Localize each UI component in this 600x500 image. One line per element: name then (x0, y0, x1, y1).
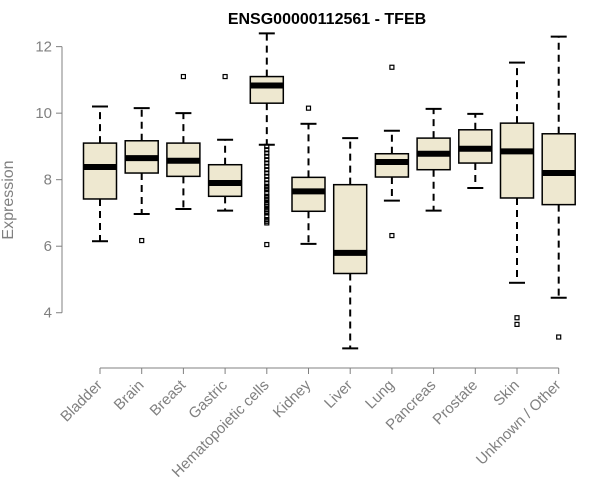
box-kidney (291, 105, 326, 245)
outlier-point (264, 183, 270, 189)
outlier-point (264, 167, 270, 173)
y-tick-label: 12 (35, 39, 52, 56)
box-gastric (207, 73, 243, 212)
outlier-point (264, 163, 270, 169)
iqr-box (541, 133, 576, 206)
box-liver (332, 137, 368, 350)
x-category-label: Prostate (430, 377, 482, 429)
outlier-point (264, 143, 270, 150)
outlier-point (264, 241, 270, 248)
y-tick-label: 6 (44, 238, 52, 255)
outlier-point (264, 180, 270, 186)
outlier-point (264, 213, 270, 219)
outlier-point (264, 200, 270, 206)
y-tick-label: 10 (35, 105, 52, 122)
y-axis: 4 6 8 10 12 (35, 39, 63, 322)
outlier-point (264, 170, 270, 176)
box-brain (124, 107, 159, 244)
outlier-point (139, 237, 145, 244)
chart-title: ENSG00000112561 - TFEB (228, 11, 426, 28)
outlier-point (389, 64, 395, 70)
iqr-box (249, 75, 285, 104)
iqr-box (332, 183, 368, 275)
y-tick-label: 8 (44, 172, 52, 189)
outlier-point (556, 334, 562, 340)
outlier-point (305, 105, 312, 111)
box-lung (374, 64, 410, 239)
outlier-point (264, 177, 270, 183)
outlier-point (180, 73, 186, 80)
outlier-point (264, 173, 270, 179)
box-prostate (458, 112, 493, 189)
outlier-point (264, 160, 270, 166)
outlier-point (264, 190, 270, 196)
box-bladder (82, 105, 118, 243)
outlier-point (264, 207, 270, 213)
x-category-label: Lung (362, 377, 398, 413)
outlier-point (264, 147, 270, 153)
box-unknown-other (541, 35, 576, 340)
x-category-label: Kidney (270, 376, 315, 421)
outlier-point (514, 321, 520, 327)
x-category-label: Breast (147, 376, 190, 419)
x-category-label: Skin (490, 377, 523, 410)
outlier-point (264, 193, 270, 199)
box-breast (166, 73, 201, 210)
outlier-point (264, 217, 270, 223)
iqr-box (82, 142, 118, 200)
x-category-label: Bladder (57, 377, 106, 426)
x-category-label: Liver (321, 377, 356, 412)
x-category-label: Brain (111, 377, 148, 414)
box-pancreas (416, 107, 451, 212)
box-hematopoietic-cells (249, 32, 285, 248)
outlier-point (264, 150, 270, 156)
outlier-point (264, 153, 270, 159)
y-axis-title: Expression (0, 160, 17, 239)
boxes-group (82, 32, 576, 350)
outlier-point (389, 232, 395, 239)
y-tick-label: 4 (44, 305, 52, 322)
outlier-point (514, 315, 520, 321)
iqr-box (499, 122, 535, 199)
outlier-point (264, 157, 270, 163)
box-skin (499, 61, 535, 327)
outlier-point (222, 73, 228, 80)
iqr-box (374, 152, 410, 178)
